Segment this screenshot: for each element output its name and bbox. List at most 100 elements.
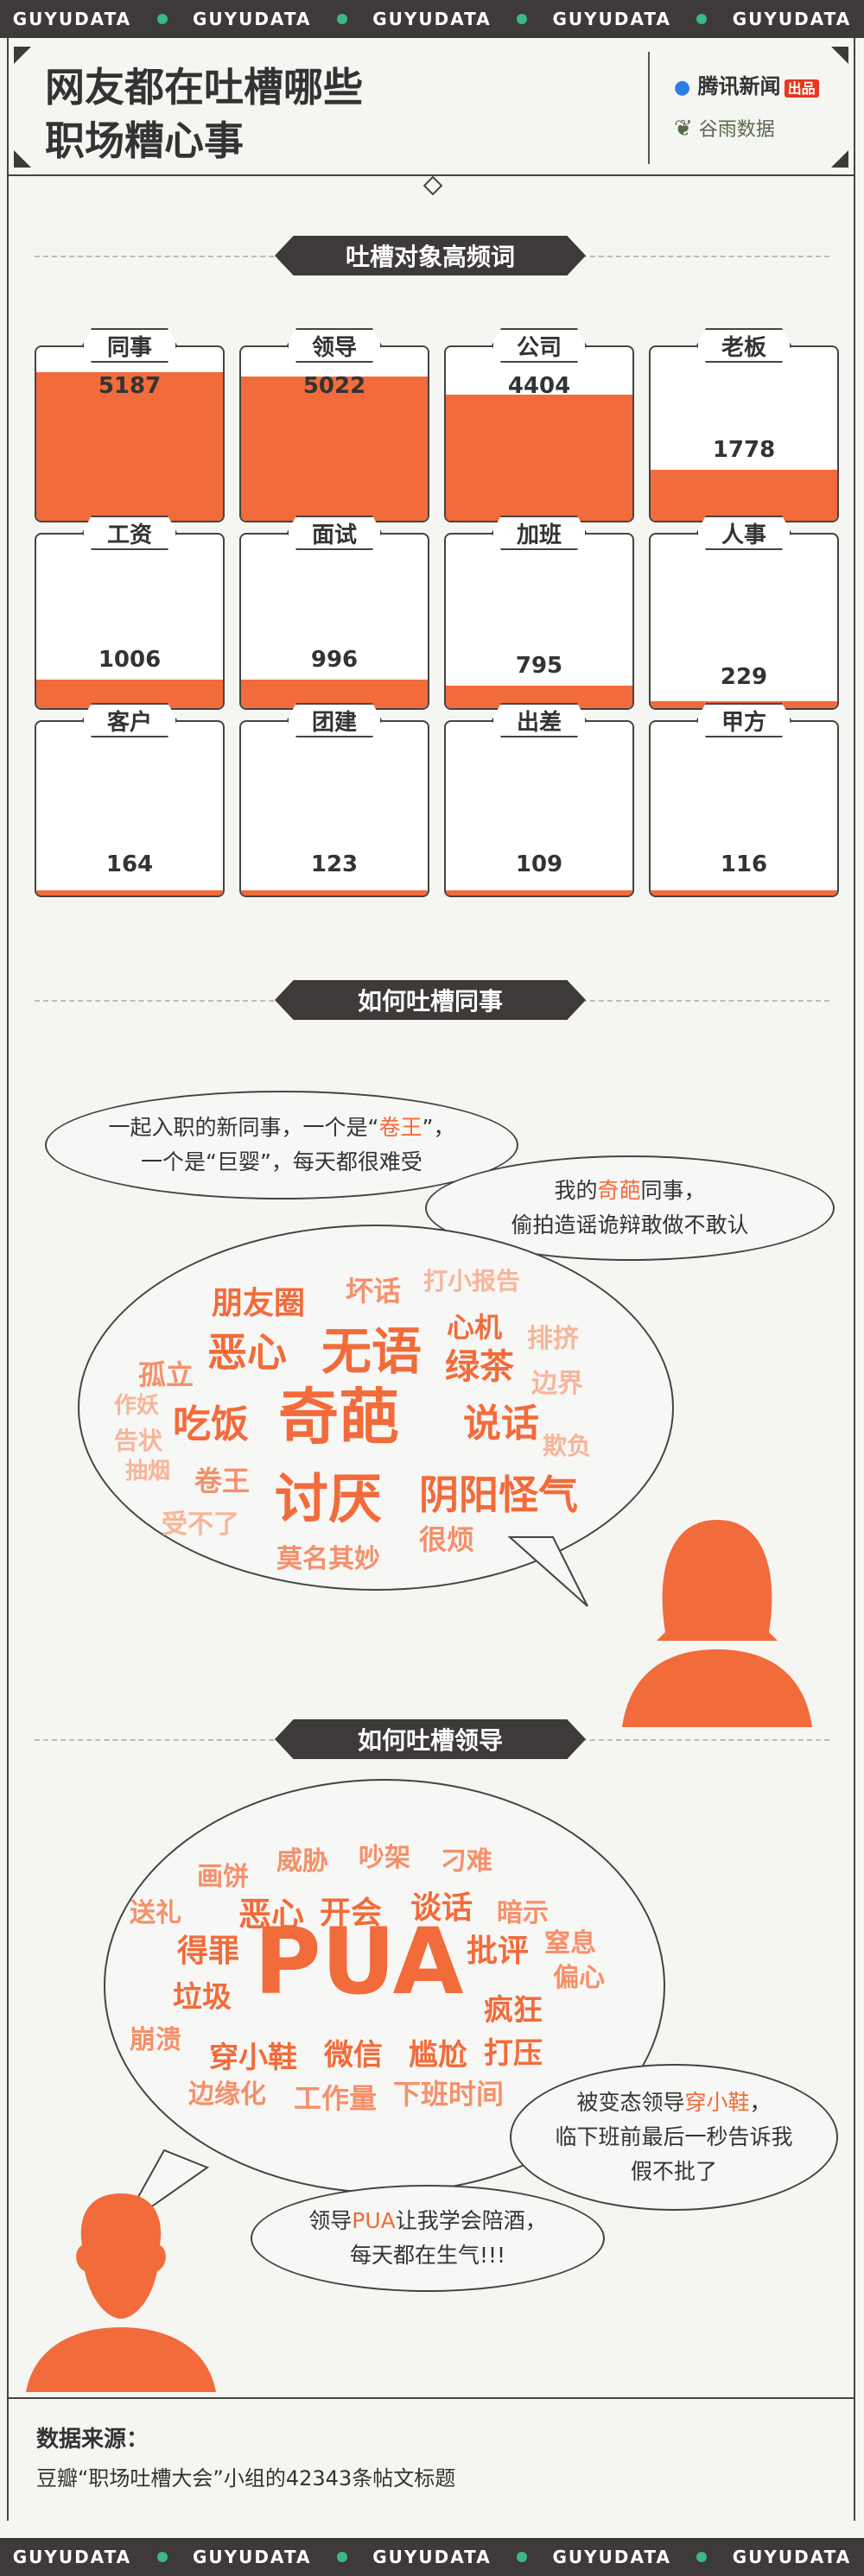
corner-mark	[14, 47, 31, 64]
cloud-word: 阴阳怪气	[419, 1472, 578, 1518]
cloud-word: 奇葩	[278, 1382, 399, 1453]
freq-card: 1778	[649, 345, 839, 522]
dot-icon	[517, 14, 528, 24]
freq-label: 同事	[82, 328, 177, 363]
freq-label: 领导	[287, 328, 382, 363]
cloud-word: 送礼	[130, 1898, 181, 1928]
freq-card: 123	[239, 720, 429, 897]
quote-text: 领导	[308, 2208, 353, 2233]
cloud-word: 告状	[114, 1427, 163, 1455]
quote-highlight: 穿小鞋	[684, 2090, 750, 2115]
freq-label: 客户	[82, 703, 177, 737]
freq-card: 795	[444, 533, 634, 710]
freq-bar	[446, 395, 632, 521]
header-corners	[14, 47, 848, 168]
dot-icon	[517, 2552, 528, 2562]
cloud-word: 欺负	[543, 1432, 592, 1460]
quote-text: ，	[749, 2090, 772, 2115]
corner-mark	[14, 150, 31, 168]
freq-label: 面试	[287, 516, 382, 550]
quote-text: 我的	[554, 1178, 598, 1203]
page-frame	[7, 38, 855, 2521]
cloud-word: 无语	[321, 1322, 422, 1381]
diamond-icon	[423, 176, 442, 195]
cloud-word: 窒息	[544, 1928, 596, 1959]
quote-text: 临下班前最后一秒告诉我	[555, 2124, 793, 2149]
cloud-word: 穿小鞋	[209, 2041, 297, 2075]
cloud-word: 绿茶	[445, 1347, 514, 1387]
quote-text: 让我学会陪酒，	[395, 2208, 547, 2233]
tencent-news-logo: ● 腾讯新闻 出品	[674, 69, 819, 99]
cloud-word: 莫名其妙	[276, 1544, 380, 1574]
quote-highlight: PUA	[352, 2208, 396, 2233]
speech-bubble: 被变态领导穿小鞋， 临下班前最后一秒告诉我 假不批了	[510, 2064, 838, 2211]
cloud-word: 吵架	[359, 1843, 410, 1873]
cloud-word: 心机	[447, 1311, 503, 1344]
cloud-word: 讨厌	[275, 1467, 383, 1530]
cloud-word: 吃饭	[173, 1402, 249, 1446]
cloud-word: 威胁	[276, 1846, 328, 1877]
cloud-word: 朋友圈	[212, 1286, 306, 1321]
cloud-word: PUA	[254, 1908, 464, 2015]
cloud-word: 画饼	[197, 1862, 249, 1892]
cloud-word: 打压	[484, 2036, 543, 2071]
dot-icon	[156, 2552, 168, 2562]
freq-label: 甲方	[696, 703, 791, 737]
freq-card: 5022	[239, 345, 429, 522]
title-line-2: 职场糟心事	[45, 117, 244, 164]
freq-card: 1006	[35, 533, 225, 710]
dot-icon	[696, 14, 708, 24]
freq-value: 996	[310, 647, 359, 673]
cloud-word: 尴尬	[409, 2038, 467, 2073]
cloud-word: 恶心	[207, 1329, 287, 1376]
brand-text: GUYUDATA	[732, 2547, 852, 2567]
freq-card: 5187	[35, 345, 225, 522]
cloud-word: 边缘化	[188, 2079, 266, 2110]
freq-label: 公司	[492, 328, 587, 363]
freq-card: 4404	[444, 345, 634, 522]
freq-value: 1006	[98, 647, 162, 673]
quote-text: 一个是“巨婴”，每天都很难受	[141, 1149, 422, 1174]
cloud-word: 微信	[324, 2038, 383, 2073]
cloud-word: 开会	[320, 1896, 383, 1931]
speech-bubble: 我的奇葩同事， 偷拍造谣诡辩敢做不敢认	[425, 1155, 835, 1261]
cloud-word: 排挤	[527, 1324, 579, 1354]
woman-silhouette-icon	[622, 1520, 812, 1727]
brand-text: GUYUDATA	[12, 9, 132, 29]
cloud-word: 作妖	[114, 1393, 160, 1419]
brand-text: GUYUDATA	[372, 2547, 492, 2567]
freq-label: 人事	[696, 516, 791, 550]
logo-text: 谷雨数据	[698, 119, 775, 141]
freq-bar	[241, 890, 428, 896]
freq-value: 109	[515, 851, 563, 877]
section-title: 如何吐槽同事	[275, 980, 586, 1020]
quote-highlight: 奇葩	[597, 1178, 641, 1203]
freq-label: 团建	[287, 703, 382, 737]
dot-icon	[336, 2552, 347, 2562]
brand-text: GUYUDATA	[192, 2547, 312, 2567]
freq-card: 996	[239, 533, 429, 710]
section-title: 如何吐槽领导	[275, 1719, 586, 1759]
quote-text: 一起入职的新同事，一个是“	[108, 1115, 379, 1140]
guyu-logo: ❦ 谷雨数据	[674, 114, 775, 142]
freq-label: 出差	[492, 703, 587, 737]
dot-icon	[156, 14, 168, 24]
corner-mark	[831, 47, 848, 64]
quote-text: 每天都在生气!!!	[349, 2243, 506, 2268]
freq-label: 工资	[82, 516, 177, 550]
brand-band-bottom: GUYUDATA GUYUDATA GUYUDATA GUYUDATA GUYU…	[0, 2538, 864, 2576]
cloud-word: 崩溃	[130, 2025, 181, 2055]
freq-value: 164	[105, 851, 154, 877]
leaf-icon: ❦	[674, 116, 693, 142]
quote-text: 偷拍造谣诡辩敢做不敢认	[511, 1212, 749, 1237]
logo-icon: ●	[674, 77, 691, 98]
corner-mark	[831, 150, 848, 168]
bubble-tail	[507, 1536, 588, 1607]
header	[7, 38, 855, 176]
brand-text: GUYUDATA	[552, 9, 671, 29]
cloud-word: 疯狂	[484, 1993, 543, 2028]
title-line-1: 网友都在吐槽哪些	[45, 64, 363, 111]
freq-bar	[446, 890, 632, 896]
logo-sub: 出品	[784, 79, 819, 98]
freq-bar	[36, 372, 223, 521]
